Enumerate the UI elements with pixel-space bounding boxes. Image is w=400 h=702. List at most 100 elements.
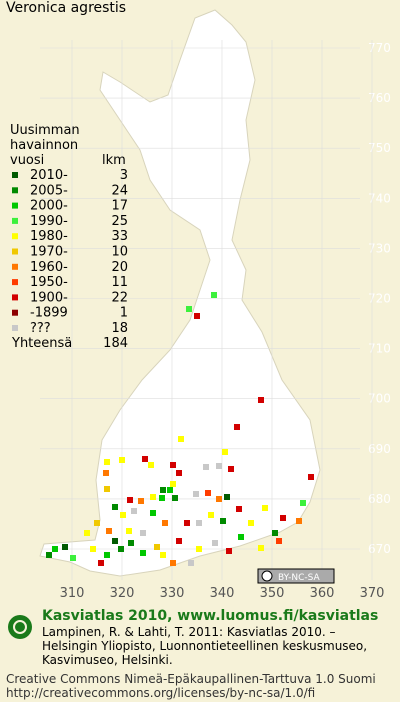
occurrence-square — [131, 508, 137, 514]
legend-swatch — [12, 217, 18, 224]
occurrence-square — [150, 510, 156, 516]
grid-label: 720 — [368, 292, 391, 306]
occurrence-square — [276, 538, 282, 544]
occurrence-square — [222, 449, 228, 455]
occurrence-square — [170, 481, 176, 487]
grid-label: 700 — [368, 392, 391, 406]
occurrence-square — [103, 470, 109, 476]
legend-label: 1900- — [30, 290, 68, 305]
occurrence-square — [120, 512, 126, 518]
grid-label: 730 — [368, 241, 391, 255]
grid-label: 360 — [310, 586, 335, 601]
occurrence-square — [224, 494, 230, 500]
occurrence-square — [280, 515, 286, 521]
occurrence-square — [170, 560, 176, 566]
occurrence-square — [193, 491, 199, 497]
grid-label: 330 — [160, 586, 185, 601]
logo — [8, 615, 32, 639]
occurrence-square — [162, 520, 168, 526]
legend-count: 25 — [111, 214, 128, 229]
occurrence-square — [238, 534, 244, 540]
grid-label: 770 — [368, 41, 391, 55]
occurrence-square — [112, 538, 118, 544]
occurrence-square — [236, 506, 242, 512]
occurrence-square — [300, 500, 306, 506]
license-badge-text: BY-NC-SA — [278, 573, 321, 583]
occurrence-squares — [46, 292, 314, 566]
occurrence-square — [140, 550, 146, 556]
map-title: Veronica agrestis — [6, 0, 126, 16]
occurrence-square — [220, 518, 226, 524]
finland-outline — [39, 9, 321, 577]
legend-label: 1970- — [30, 245, 68, 260]
citation: Helsingin Yliopisto, Luonnontieteellinen… — [42, 639, 367, 653]
occurrence-square — [118, 546, 124, 552]
legend-count: 10 — [111, 245, 128, 260]
citation: Lampinen, R. & Lahti, T. 2011: Kasviatla… — [42, 625, 336, 639]
legend: Uusimman havainnon vuosi lkm Yhteensä 18… — [10, 123, 128, 351]
legend-label: 1980- — [30, 229, 68, 244]
occurrence-square — [70, 555, 76, 561]
grid-label: 350 — [260, 586, 285, 601]
license-text: Creative Commons Nimeä-Epäkaupallinen-Ta… — [6, 672, 376, 686]
occurrence-square — [184, 520, 190, 526]
grid-label: 340 — [210, 586, 235, 601]
legend-swatch — [12, 279, 18, 286]
occurrence-square — [196, 546, 202, 552]
legend-total: 184 — [103, 336, 128, 351]
occurrence-square — [112, 504, 118, 510]
legend-count: 24 — [111, 183, 128, 198]
legend-header: havainnon — [10, 138, 78, 153]
legend-swatch — [12, 309, 18, 316]
occurrence-square — [308, 474, 314, 480]
legend-swatch — [12, 233, 18, 240]
occurrence-square — [167, 487, 173, 493]
legend-swatch — [12, 248, 18, 255]
occurrence-square — [104, 552, 110, 558]
occurrence-square — [212, 540, 218, 546]
legend-count-header: lkm — [102, 153, 126, 168]
occurrence-square — [176, 538, 182, 544]
grid-label: 710 — [368, 342, 391, 356]
occurrence-square — [106, 528, 112, 534]
occurrence-square — [188, 560, 194, 566]
legend-swatch — [12, 325, 18, 331]
grid-label: 370 — [360, 586, 385, 601]
occurrence-square — [140, 530, 146, 536]
grid-label: 320 — [110, 586, 135, 601]
legend-swatch — [12, 202, 18, 209]
legend-count: 33 — [111, 229, 128, 244]
occurrence-square — [98, 560, 104, 566]
legend-count: 3 — [120, 168, 128, 183]
legend-label: -1899 — [30, 306, 68, 321]
legend-label: 2000- — [30, 199, 68, 214]
occurrence-square — [46, 552, 52, 558]
citation: Kasvimuseo, Helsinki. — [42, 653, 173, 667]
occurrence-square — [258, 545, 264, 551]
legend-label: 1960- — [30, 260, 68, 275]
legend-swatch — [12, 294, 18, 301]
occurrence-square — [228, 466, 234, 472]
occurrence-square — [203, 464, 209, 470]
occurrence-square — [148, 462, 154, 468]
legend-count: 17 — [111, 199, 128, 214]
occurrence-square — [104, 486, 110, 492]
occurrence-square — [211, 292, 217, 298]
occurrence-square — [196, 520, 202, 526]
legend-swatch — [12, 187, 18, 194]
occurrence-square — [248, 520, 254, 526]
occurrence-square — [154, 544, 160, 550]
legend-header: Uusimman — [10, 123, 80, 138]
grid-label: 750 — [368, 141, 391, 155]
occurrence-square — [262, 505, 268, 511]
legend-swatch — [12, 263, 18, 270]
occurrence-square — [160, 552, 166, 558]
legend-label: 1990- — [30, 214, 68, 229]
occurrence-square — [104, 459, 110, 465]
occurrence-square — [94, 520, 100, 526]
occurrence-square — [138, 498, 144, 504]
occurrence-square — [258, 397, 264, 403]
occurrence-square — [176, 470, 182, 476]
